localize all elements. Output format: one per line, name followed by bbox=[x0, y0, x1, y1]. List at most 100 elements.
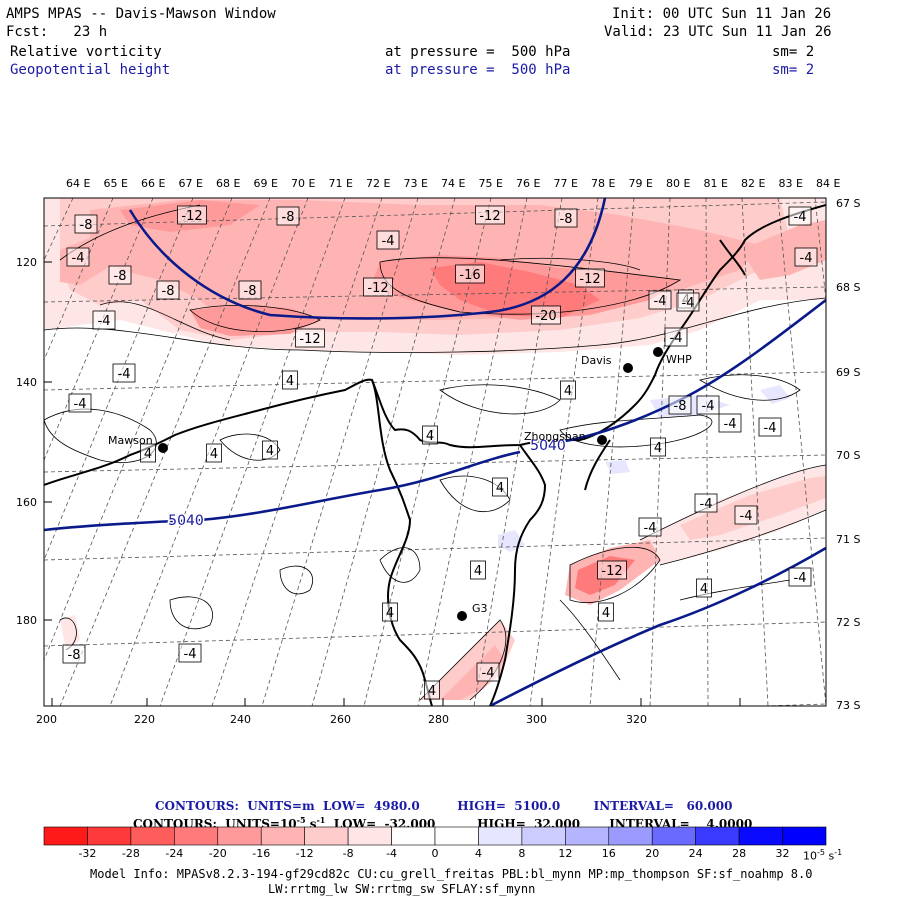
init-time: Init: 00 UTC Sun 11 Jan 26 bbox=[612, 6, 832, 22]
vorticity-label: -16 bbox=[455, 264, 485, 284]
vorticity-label-box bbox=[282, 370, 298, 390]
vorticity-label: -8 bbox=[108, 265, 132, 285]
vorticity-label: -4 bbox=[112, 363, 136, 383]
vorticity-label-box bbox=[758, 417, 782, 437]
colorbar-swatch bbox=[782, 826, 827, 846]
vorticity-label: -20 bbox=[531, 305, 561, 325]
vorticity-label: 4 bbox=[470, 560, 486, 580]
colorbar-swatch bbox=[434, 826, 479, 846]
left_labels-1: 140 bbox=[16, 376, 37, 389]
top_labels-0: 64 E bbox=[66, 177, 91, 190]
vorticity-label: 4 bbox=[424, 680, 440, 700]
vorticity-label-box bbox=[696, 395, 720, 415]
colorbar-swatch bbox=[478, 826, 523, 846]
bottom_labels-1: 220 bbox=[134, 713, 155, 726]
bottom_labels-0: 200 bbox=[36, 713, 57, 726]
vorticity-label-box bbox=[650, 437, 666, 457]
colorbar-label: -32 bbox=[78, 847, 97, 860]
station-marker bbox=[623, 363, 633, 373]
vorticity-contour-info-exp2: -1 bbox=[316, 815, 326, 825]
vorticity-label-text: -4 bbox=[764, 421, 777, 436]
colorbar-swatch bbox=[260, 826, 305, 846]
top_labels-14: 78 E bbox=[591, 177, 616, 190]
vorticity-label-box bbox=[554, 208, 578, 228]
vorticity-label-text: -12 bbox=[479, 209, 500, 224]
top_labels-7: 71 E bbox=[328, 177, 353, 190]
vorticity-label: -8 bbox=[668, 395, 692, 415]
vorticity-label-text: -4 bbox=[382, 234, 395, 249]
vorticity-label-text: -8 bbox=[674, 399, 687, 414]
vorticity-label-box bbox=[112, 363, 136, 383]
station-name: WHP bbox=[666, 353, 692, 366]
top_labels-17: 81 E bbox=[703, 177, 728, 190]
vorticity-label-box bbox=[276, 206, 300, 226]
colorbar-label: -24 bbox=[165, 847, 184, 860]
vorticity-label-text: 4 bbox=[602, 606, 610, 621]
vorticity-label-text: -4 bbox=[800, 251, 813, 266]
vorticity-label: -12 bbox=[475, 205, 505, 225]
vorticity-label-text: -4 bbox=[184, 647, 197, 662]
vorticity-label-box bbox=[74, 214, 98, 234]
vorticity-label-box bbox=[177, 205, 207, 225]
vorticity-label: 4 bbox=[262, 440, 278, 460]
colorbar-unit-exp: -5 bbox=[817, 848, 825, 857]
colorbar-swatch bbox=[87, 826, 132, 846]
vorticity-label: -8 bbox=[238, 280, 262, 300]
vorticity-contour-info-b: s bbox=[305, 817, 317, 831]
colorbar-label: 24 bbox=[688, 847, 703, 860]
vorticity-label: -4 bbox=[664, 327, 688, 347]
vorticity-label-box bbox=[575, 268, 605, 288]
colorbar-unit-exp2: -1 bbox=[834, 848, 843, 857]
top_labels-3: 67 E bbox=[178, 177, 203, 190]
field1-smoothing: sm= 2 bbox=[772, 44, 815, 60]
vorticity-label-box bbox=[262, 440, 278, 460]
colorbar-label: 8 bbox=[518, 847, 526, 860]
station-name: G3 bbox=[472, 602, 488, 615]
vorticity-label-box bbox=[376, 230, 400, 250]
vorticity-label-text: -4 bbox=[700, 497, 713, 512]
vorticity-label-box bbox=[531, 305, 561, 325]
bottom_labels-6: 320 bbox=[626, 713, 647, 726]
plot-frame bbox=[43, 197, 827, 707]
vorticity-label-text: -4 bbox=[794, 210, 807, 225]
left_labels-0: 120 bbox=[16, 256, 37, 269]
vorticity-label-box bbox=[696, 578, 712, 598]
vorticity-label: -4 bbox=[788, 567, 812, 587]
right_labels-6: 73 S bbox=[836, 699, 861, 712]
vorticity-label-box bbox=[108, 265, 132, 285]
vorticity-shading-south-core bbox=[440, 645, 505, 700]
vorticity-label-box bbox=[794, 247, 818, 267]
vorticity-label: -4 bbox=[758, 417, 782, 437]
vorticity-label-box bbox=[560, 380, 576, 400]
height-contour-info: CONTOURS: UNITS=m LOW= 4980.0 HIGH= 5100… bbox=[155, 799, 733, 813]
vorticity-label-box bbox=[382, 602, 398, 622]
height-label-layer: 5040 5040 bbox=[167, 437, 568, 531]
station-name: Mawson bbox=[108, 434, 153, 447]
vorticity-label-box bbox=[178, 643, 202, 663]
vorticity-label-box bbox=[455, 264, 485, 284]
colorbar-label: 0 bbox=[431, 847, 439, 860]
vorticity-label: -4 bbox=[794, 247, 818, 267]
model-info: Model Info: MPASv8.2.3-194-gf29cd82c CU:… bbox=[90, 867, 813, 881]
colorbar-label: -12 bbox=[295, 847, 314, 860]
top_labels-8: 72 E bbox=[366, 177, 391, 190]
vorticity-label: -12 bbox=[363, 277, 393, 297]
vorticity-label-box bbox=[598, 602, 614, 622]
vorticity-label-layer: -12-8-4-8-4-12-8-4-16-12-12-20-12-8 -8-8-… bbox=[62, 205, 818, 700]
vorticity-shading-core-3 bbox=[190, 305, 320, 336]
bottom_labels-5: 300 bbox=[526, 713, 547, 726]
station-name: Davis bbox=[581, 354, 612, 367]
height-contour-label: 5040 bbox=[530, 438, 566, 454]
colorbar-swatch bbox=[521, 826, 566, 846]
right_labels-1: 68 S bbox=[836, 281, 861, 294]
vorticity-label-box bbox=[295, 328, 325, 348]
vorticity-shading-nw bbox=[60, 220, 160, 285]
station-marker bbox=[597, 435, 607, 445]
colorbar-swatch bbox=[651, 826, 696, 846]
vorticity-label-text: 4 bbox=[428, 684, 436, 699]
colorbar-unit-base: 10 bbox=[803, 849, 817, 863]
vorticity-label: -8 bbox=[554, 208, 578, 228]
vorticity-label-box bbox=[476, 662, 500, 682]
colorbar-unit: 10-5 s-1 bbox=[803, 845, 842, 865]
